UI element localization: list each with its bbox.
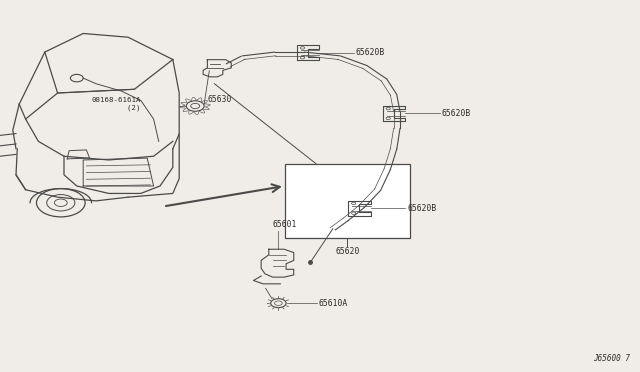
Text: 65620B: 65620B	[442, 109, 471, 118]
Text: 65630: 65630	[207, 95, 232, 104]
Text: 65620B: 65620B	[407, 204, 436, 213]
Text: 65620: 65620	[335, 247, 360, 256]
Bar	[285, 164, 410, 238]
Text: 65620B: 65620B	[356, 48, 385, 57]
Text: J65600 7: J65600 7	[593, 354, 630, 363]
Text: 08168-6161A
  (2): 08168-6161A (2)	[92, 97, 141, 111]
Text: 65601: 65601	[273, 220, 297, 229]
Text: 65610A: 65610A	[319, 299, 348, 308]
